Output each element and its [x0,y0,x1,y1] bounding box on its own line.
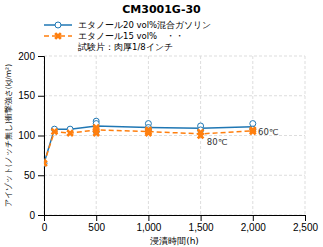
y-tick-mark [38,136,44,137]
y-axis-title: アイゾット(ノッチ無し)衝撃強さ(kJ/m²) [4,64,13,207]
x-tick-label: 0 [42,222,48,233]
legend: エタノール20 vol%混合ガソリンエタノール15 vol% ・・試験片：肉厚1… [44,20,211,52]
series-point [44,158,50,169]
x-axis-title: 浸漬時間(h) [150,236,199,246]
x-tick: 1,000 [136,215,161,233]
legend-item: エタノール20 vol%混合ガソリン [44,20,211,30]
x-tick-mark [201,215,202,221]
y-tick-mark [38,175,44,176]
x-tick-label: 1,500 [189,222,214,233]
x-axis: 0 500 1,000 1,500 2,000 2,500 [42,215,319,233]
y-tick: 150 [18,90,44,101]
y-tick: 200 [18,51,44,62]
x-tick: 2,500 [293,215,318,233]
legend-marker [55,22,61,28]
series-point [91,127,102,138]
annotation: 60℃ [258,127,279,137]
series-point [195,130,206,141]
series-point [49,126,60,137]
x-tick-mark [148,215,149,221]
y-tick: 50 [24,170,44,181]
chart-title: CM3001G-30 [122,3,201,16]
x-axis-line [45,216,306,222]
x-tick: 2,000 [241,215,266,233]
y-tick-label: 100 [18,130,35,141]
legend-marker [52,30,63,41]
data-group [44,118,258,169]
x-tick-label: 2,500 [293,222,318,233]
y-tick-label: 0 [29,210,35,221]
x-tick-mark [305,215,306,221]
x-tick-mark [253,215,254,221]
legend-label: エタノール20 vol%混合ガソリン [78,20,211,30]
y-tick-mark [38,96,44,97]
grid-line-x [148,56,149,215]
x-tick: 0 [42,215,48,233]
y-tick-mark [38,56,44,57]
grid-line-y [44,175,305,176]
y-tick-label: 200 [18,51,35,62]
x-tick-label: 1,000 [136,222,161,233]
y-tick-label: 150 [18,90,35,101]
y-tick-label: 50 [24,170,36,181]
x-tick-label: 2,000 [241,222,266,233]
legend-label: エタノール15 vol% ・・ [78,31,184,41]
chart-svg: 0 500 1,000 1,500 2,000 2,500 0 50 100 150 200 60℃ 8… [0,0,323,247]
chart-container: 0 500 1,000 1,500 2,000 2,500 0 50 100 150 200 60℃ 8… [0,0,323,247]
grid [44,56,305,215]
y-axis-line [38,57,45,216]
x-tick: 500 [88,215,105,233]
legend-item: エタノール15 vol% ・・ [44,30,184,41]
x-tick: 1,500 [189,215,214,233]
series-point [247,126,258,137]
y-tick-mark [38,215,44,216]
y-tick: 0 [29,210,44,221]
series-line [44,126,253,163]
annotation: 80℃ [207,137,228,147]
grid-line-y [44,56,305,57]
series-point [143,127,154,138]
y-tick: 100 [18,130,44,141]
series-point [64,127,75,138]
y-axis: 0 50 100 150 200 [18,51,44,221]
x-tick-mark [96,215,97,221]
x-tick-label: 500 [88,222,105,233]
grid-line-y [44,95,305,96]
plot-area: 0 500 1,000 1,500 2,000 2,500 0 50 100 150 200 60℃ 8… [18,51,318,233]
legend-note: 試験片：肉厚1/8インチ [78,42,173,52]
grid-line-x [252,56,253,215]
